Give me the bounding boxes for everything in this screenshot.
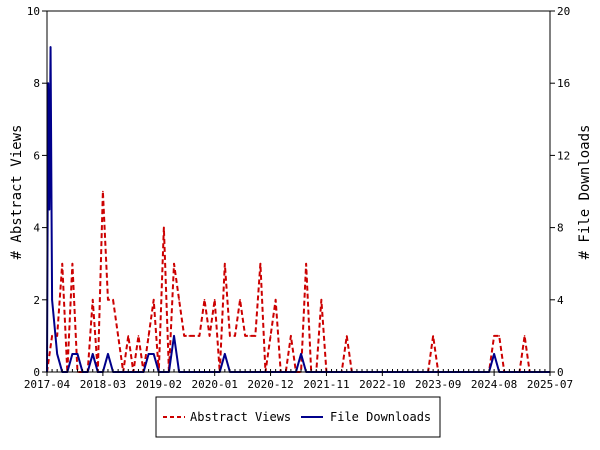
data-point-file-downloads — [300, 353, 302, 355]
data-point-file-downloads — [91, 353, 94, 355]
data-point-abstract-views — [345, 335, 348, 337]
x-tick-label: 2021-11 — [303, 378, 349, 391]
data-point-file-downloads — [147, 353, 150, 355]
series-line-abstract-views — [46, 190, 550, 373]
data-point-abstract-views — [432, 335, 434, 337]
data-point-file-downloads — [173, 335, 175, 337]
data-point-abstract-views — [61, 262, 64, 265]
x-tick-label: 2022-10 — [359, 378, 405, 391]
data-point-abstract-views — [147, 335, 150, 337]
data-point-file-downloads — [224, 353, 226, 355]
data-point-abstract-views — [224, 262, 226, 265]
data-point-abstract-views — [498, 335, 500, 337]
y-left-tick-label: 10 — [27, 5, 40, 18]
data-point-abstract-views — [117, 335, 119, 337]
y-left-tick-label: 4 — [33, 222, 40, 235]
data-point-abstract-views — [173, 262, 175, 265]
data-point-abstract-views — [91, 299, 94, 301]
data-point-abstract-views — [51, 335, 53, 337]
data-point-file-downloads — [107, 353, 109, 355]
legend: Abstract Views File Downloads — [155, 396, 441, 438]
data-point-abstract-views — [234, 335, 236, 337]
data-point-file-downloads — [47, 82, 49, 84]
data-point-file-downloads — [71, 353, 74, 355]
data-point-abstract-views — [244, 335, 246, 337]
plot-area-frame — [46, 10, 551, 373]
data-point-abstract-views — [213, 299, 216, 301]
data-point-abstract-views — [102, 190, 104, 193]
x-tick-label: 2017-04 — [24, 378, 71, 391]
x-tick-label: 2023-09 — [415, 378, 461, 391]
data-point-file-downloads — [48, 208, 51, 211]
legend-label-abstract-views: Abstract Views — [190, 410, 291, 424]
series-file-downloads — [46, 46, 551, 373]
data-point-abstract-views — [198, 335, 201, 337]
data-point-abstract-views — [208, 335, 211, 337]
y-right-tick-label: 4 — [557, 294, 564, 307]
data-point-abstract-views — [274, 299, 277, 301]
y-left-tick-label: 0 — [33, 366, 40, 379]
data-point-abstract-views — [112, 299, 114, 301]
data-point-abstract-views — [249, 335, 252, 337]
x-tick-label: 2024-08 — [471, 378, 517, 391]
series-line-file-downloads — [46, 46, 550, 373]
x-tick-label: 2025-07 — [527, 378, 573, 391]
y-right-tick-label: 20 — [557, 5, 570, 18]
data-point-abstract-views — [269, 335, 272, 337]
data-point-abstract-views — [71, 262, 74, 265]
data-point-abstract-views — [107, 299, 109, 301]
data-point-abstract-views — [493, 335, 495, 337]
legend-box — [155, 396, 441, 438]
data-point-file-downloads — [56, 353, 58, 355]
legend-label-file-downloads: File Downloads — [330, 410, 431, 424]
data-point-file-downloads — [152, 353, 155, 355]
data-point-file-downloads — [51, 299, 53, 301]
data-point-abstract-views — [203, 299, 206, 301]
data-point-abstract-views — [320, 299, 323, 301]
data-point-abstract-views — [254, 335, 257, 337]
x-tick-label: 2020-12 — [247, 378, 293, 391]
y-left-tick-label: 6 — [33, 149, 40, 162]
y-right-tick-label: 8 — [557, 222, 564, 235]
data-point-abstract-views — [56, 335, 58, 337]
data-point-file-downloads — [76, 353, 79, 355]
y-right-tick-label: 0 — [557, 366, 564, 379]
y-right-axis-title: # File Downloads — [577, 125, 593, 260]
y-right-tick-label: 16 — [557, 77, 570, 90]
data-point-file-downloads — [49, 46, 52, 48]
x-tick-label: 2020-01 — [191, 378, 237, 391]
x-tick-label: 2018-03 — [80, 378, 126, 391]
y-left-tick-label: 2 — [33, 294, 40, 307]
y-left-tick-label: 8 — [33, 77, 40, 90]
y-right-tick-label: 12 — [557, 149, 570, 162]
data-point-abstract-views — [127, 335, 130, 337]
data-point-abstract-views — [239, 299, 241, 301]
data-point-abstract-views — [152, 299, 155, 301]
series-abstract-views — [46, 190, 551, 373]
data-point-abstract-views — [178, 299, 180, 301]
data-point-abstract-views — [137, 335, 140, 337]
data-point-abstract-views — [163, 226, 165, 229]
data-point-abstract-views — [193, 335, 196, 337]
data-point-abstract-views — [229, 335, 231, 337]
data-point-abstract-views — [188, 335, 191, 337]
data-point-abstract-views — [183, 335, 185, 337]
data-point-file-downloads — [493, 353, 495, 355]
data-point-abstract-views — [290, 335, 292, 337]
data-point-abstract-views — [259, 262, 262, 265]
y-left-axis-title: # Abstract Views — [9, 125, 25, 260]
x-tick-label: 2019-02 — [136, 378, 182, 391]
data-point-abstract-views — [523, 335, 526, 337]
data-point-abstract-views — [305, 262, 307, 265]
